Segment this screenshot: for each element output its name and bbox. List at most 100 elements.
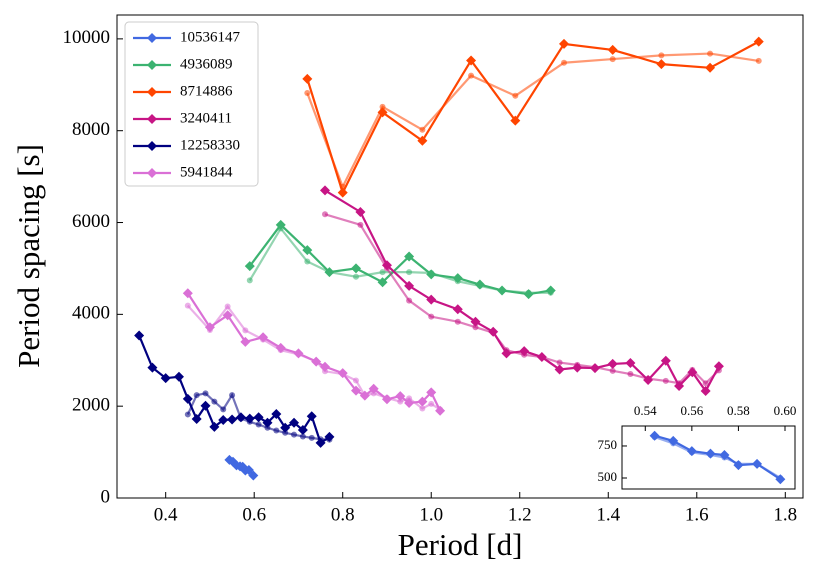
plot-area [134, 36, 764, 481]
inset-y-tick-label: 750 [598, 437, 618, 452]
data-point [589, 363, 600, 374]
x-tick-label: 0.6 [242, 504, 266, 525]
data-point [474, 279, 485, 290]
data-point [775, 474, 786, 485]
data-point [315, 437, 326, 448]
data-point [262, 417, 273, 428]
legend-marker [147, 168, 157, 178]
data-point [320, 361, 331, 372]
model-point [264, 424, 271, 431]
data-point [182, 393, 193, 404]
model-point [357, 221, 364, 228]
model-point [428, 313, 435, 320]
model-point [419, 126, 426, 133]
data-point [244, 413, 255, 424]
data-point [404, 280, 415, 291]
model-point [609, 56, 616, 63]
model-point [428, 400, 435, 407]
data-point [752, 458, 763, 469]
data-point [324, 267, 335, 278]
inset-y-tick-label: 500 [598, 469, 618, 484]
data-point [510, 115, 521, 126]
data-point [435, 405, 446, 416]
model-point [291, 431, 298, 438]
data-point [607, 358, 618, 369]
data-point [134, 330, 145, 341]
y-tick-label: 6000 [72, 211, 110, 232]
data-point [293, 348, 304, 359]
data-point [258, 332, 269, 343]
x-tick-label: 1.6 [685, 504, 709, 525]
data-point [289, 417, 300, 428]
data-point [426, 387, 437, 398]
data-point [302, 73, 313, 84]
legend-marker [147, 114, 157, 124]
model-point [707, 50, 714, 57]
model-point [755, 57, 762, 64]
data-point [404, 397, 415, 408]
inset-area [649, 430, 786, 485]
data-point [302, 245, 313, 256]
data-point [404, 251, 415, 262]
model-point [662, 377, 669, 384]
data-point [656, 59, 667, 70]
data-point [275, 342, 286, 353]
model-point [472, 324, 479, 331]
inset-x-tick-label: 0.60 [774, 403, 797, 418]
data-point [173, 371, 184, 382]
data-point [417, 396, 428, 407]
series-line [248, 223, 551, 296]
model-point [658, 52, 665, 59]
data-point [248, 470, 259, 481]
data-point [222, 310, 233, 321]
data-point [660, 355, 671, 366]
data-point [395, 391, 406, 402]
model-point [211, 398, 218, 405]
inset-x-tick-label: 0.54 [634, 403, 657, 418]
model-point [561, 59, 568, 66]
x-tick-label: 1.4 [596, 504, 620, 525]
data-point [470, 316, 481, 327]
legend-label: 3240411 [180, 110, 232, 126]
data-point [554, 364, 565, 375]
model-point [220, 406, 227, 413]
data-point [700, 386, 711, 397]
data-point [147, 362, 158, 373]
y-tick-label: 4000 [72, 303, 110, 324]
data-point [687, 367, 698, 378]
data-point [625, 358, 636, 369]
model-line [324, 213, 720, 385]
data-point [713, 361, 724, 372]
model-point [406, 297, 413, 304]
model-line [306, 52, 759, 190]
data-point [452, 304, 463, 315]
data-point [311, 356, 322, 367]
model-point [352, 273, 359, 280]
data-point [350, 385, 361, 396]
data-point [350, 263, 361, 274]
data-point [381, 394, 392, 405]
y-axis-label: Period spacing [s] [11, 144, 46, 368]
legend-marker [147, 87, 157, 97]
data-point [705, 448, 716, 459]
data-point [466, 55, 477, 66]
series-line [324, 189, 720, 394]
data-point [297, 425, 308, 436]
data-point [280, 422, 291, 433]
data-point [417, 135, 428, 146]
inset-x-tick-label: 0.58 [727, 403, 750, 418]
plot-frame [116, 14, 804, 499]
data-point [227, 414, 238, 425]
data-point [488, 326, 499, 337]
data-point [519, 346, 530, 357]
inset-frame [621, 425, 796, 490]
data-point [235, 412, 246, 423]
model-point [419, 405, 426, 412]
model-point [255, 421, 262, 428]
data-point [320, 185, 331, 196]
model-point [304, 90, 311, 97]
data-point [200, 400, 211, 411]
model-point [556, 359, 563, 366]
legend-box [124, 21, 259, 187]
